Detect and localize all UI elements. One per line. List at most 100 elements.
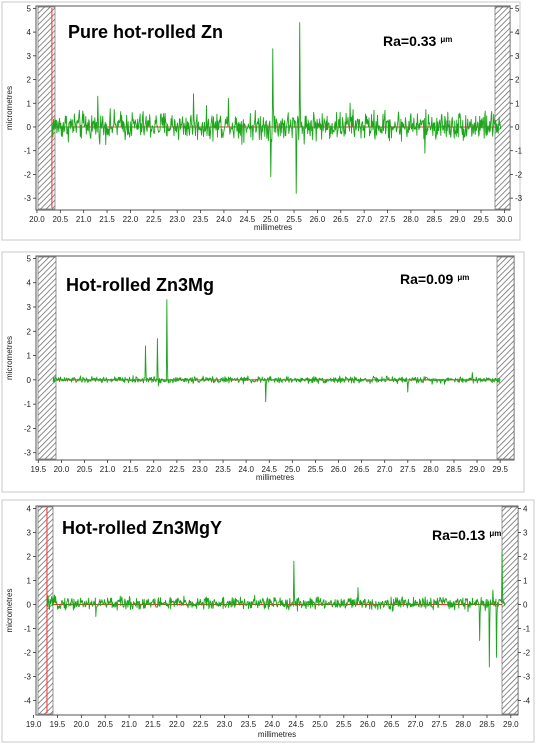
x-tick-label: 25.5 [308, 465, 324, 474]
x-tick-label: 24.5 [261, 465, 277, 474]
x-tick-label: 27.0 [408, 720, 424, 729]
excluded-region-right [496, 256, 515, 460]
y-tick-label: 2 [27, 552, 32, 561]
ra-value: Ra=0.33 [383, 33, 437, 49]
x-tick-label: 22.5 [146, 215, 162, 224]
x-tick-label: 24.5 [240, 215, 256, 224]
y-tick-label-right: 0 [515, 123, 520, 132]
y-tick-label-right: 4 [523, 504, 528, 513]
y-tick-label-right: 3 [523, 528, 528, 537]
x-tick-label: 20.5 [77, 465, 93, 474]
y-tick-label: -3 [24, 194, 32, 203]
x-tick-label: 27.5 [380, 215, 396, 224]
x-tick-label: 27.5 [400, 465, 416, 474]
x-tick-label: 26.0 [360, 720, 376, 729]
y-tick-label: 3 [27, 303, 32, 312]
x-tick-label: 28.5 [479, 720, 495, 729]
y-tick-label: 1 [27, 99, 32, 108]
x-tick-label: 26.5 [333, 215, 349, 224]
ra-unit: μm [489, 529, 501, 538]
y-tick-label: 4 [27, 279, 32, 288]
x-tick-label: 28.0 [403, 215, 419, 224]
x-tick-label: 21.5 [145, 720, 161, 729]
y-tick-label: 5 [27, 254, 32, 263]
y-tick-label: 1 [27, 576, 32, 585]
x-tick-label: 28.0 [455, 720, 471, 729]
excluded-region-right [501, 506, 519, 715]
x-tick-label: 23.0 [192, 465, 208, 474]
y-tick-label-right: 2 [515, 76, 520, 85]
x-tick-label: 21.0 [76, 215, 92, 224]
x-tick-label: 29.0 [450, 215, 466, 224]
x-tick-label: 23.0 [169, 215, 185, 224]
y-tick-label-right: 1 [523, 576, 528, 585]
chart-title: Hot-rolled Zn3MgY [62, 518, 222, 538]
x-tick-label: 25.5 [286, 215, 302, 224]
y-tick-label: 2 [27, 76, 32, 85]
x-tick-label: 28.5 [446, 465, 462, 474]
x-tick-label: 20.0 [29, 215, 45, 224]
y-tick-label: 2 [27, 327, 32, 336]
y-axis-label: micrometres [5, 588, 14, 632]
x-tick-label: 26.5 [384, 720, 400, 729]
y-tick-label-right: -1 [515, 147, 523, 156]
y-tick-label: 0 [27, 600, 32, 609]
x-tick-label: 25.5 [336, 720, 352, 729]
x-tick-label: 23.5 [241, 720, 257, 729]
y-axis-label: micrometres [5, 336, 14, 380]
x-tick-label: 26.5 [354, 465, 370, 474]
x-tick-label: 28.5 [426, 215, 442, 224]
y-tick-label: 4 [27, 504, 32, 513]
x-tick-label: 28.0 [423, 465, 439, 474]
y-tick-label-right: -1 [523, 625, 531, 634]
x-tick-label: 22.5 [169, 465, 185, 474]
x-tick-label: 22.5 [193, 720, 209, 729]
y-axis-label: micrometres [5, 86, 14, 130]
ra-annotation: Ra=0.33 μm [383, 33, 452, 49]
y-tick-label: 5 [27, 4, 32, 13]
y-tick-label: 1 [27, 352, 32, 361]
x-tick-label: 27.5 [431, 720, 447, 729]
x-tick-label: 21.0 [121, 720, 137, 729]
y-tick-label-right: -2 [515, 170, 523, 179]
x-tick-label: 27.0 [377, 465, 393, 474]
x-tick-label: 24.0 [216, 215, 232, 224]
x-tick-label: 22.0 [123, 215, 139, 224]
x-tick-label: 25.0 [263, 215, 279, 224]
ra-annotation: Ra=0.09 μm [400, 271, 469, 287]
x-tick-label: 24.0 [264, 720, 280, 729]
excluded-region-right [494, 6, 511, 210]
x-tick-label: 22.0 [146, 465, 162, 474]
y-tick-label: -2 [24, 170, 32, 179]
x-tick-label: 21.5 [123, 465, 139, 474]
y-tick-label-right: -3 [515, 194, 523, 203]
x-tick-label: 21.0 [100, 465, 116, 474]
x-tick-label: 19.5 [50, 720, 66, 729]
y-tick-label: 3 [27, 528, 32, 537]
y-tick-label: 4 [27, 28, 32, 37]
profile-trace [52, 299, 501, 403]
profile-trace [46, 551, 506, 668]
x-tick-label: 20.5 [53, 215, 69, 224]
x-tick-label: 20.5 [97, 720, 113, 729]
y-tick-label: -1 [24, 400, 32, 409]
x-tick-label: 29.5 [473, 215, 489, 224]
y-tick-label-right: 3 [515, 52, 520, 61]
x-tick-label: 25.0 [285, 465, 301, 474]
x-tick-label: 24.5 [288, 720, 304, 729]
plot-area [35, 505, 519, 716]
y-tick-label: -3 [24, 673, 32, 682]
y-tick-label: 0 [27, 376, 32, 385]
x-axis-label: millimetres [254, 223, 292, 232]
y-tick-label-right: -4 [523, 697, 531, 706]
y-tick-label: -2 [24, 424, 32, 433]
x-axis-label: millimetres [258, 730, 296, 739]
excluded-region-left [37, 506, 54, 715]
y-tick-label-right: 1 [515, 99, 520, 108]
y-tick-label: -1 [24, 625, 32, 634]
y-tick-label: -3 [24, 449, 32, 458]
x-tick-label: 22.0 [169, 720, 185, 729]
chart-panels: 5 4 3 2 1 0 -1 -2 -3 5 4 3 2 1 0 -1 -2 -3 20.0 20.5 21.0 21.5… [1, 1, 535, 743]
y-tick-label: 3 [27, 52, 32, 61]
